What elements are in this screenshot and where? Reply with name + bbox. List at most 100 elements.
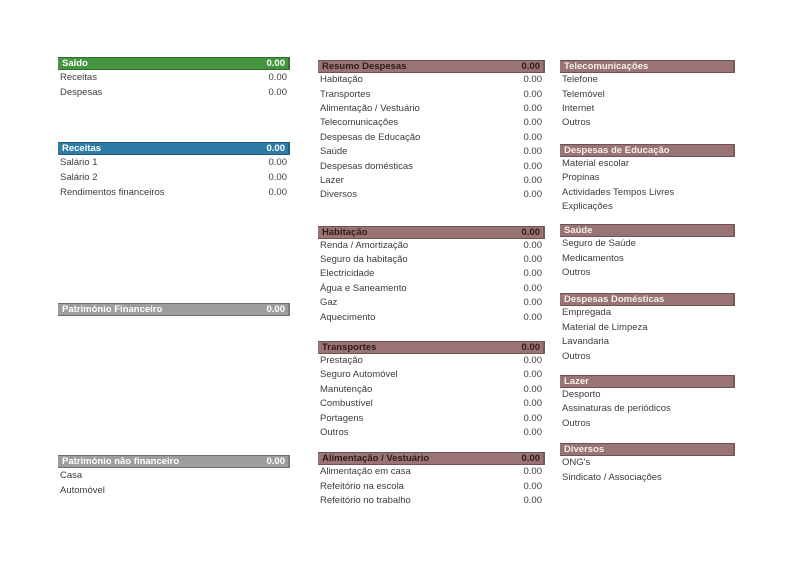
row-label: Lazer <box>320 174 344 186</box>
table-row: Assinaturas de periódicos <box>560 402 735 416</box>
row-label: Outros <box>562 117 591 129</box>
row-value-cell[interactable]: 0.00 <box>523 254 543 266</box>
row-label: Lavandaria <box>562 336 610 348</box>
row-value-cell[interactable]: 0.00 <box>268 156 288 168</box>
row-value-cell[interactable]: 0.00 <box>523 131 543 143</box>
row-label: Renda / Amortização <box>320 239 409 251</box>
table-row: Actividades Tempos Livres <box>560 185 735 199</box>
row-value-cell[interactable]: 0.00 <box>523 383 543 395</box>
row-value-cell[interactable]: 0.00 <box>523 88 543 100</box>
row-value-cell[interactable]: 0.00 <box>523 369 543 381</box>
row-label: Assinaturas de periódicos <box>562 403 671 415</box>
section-title: Telecomunicações <box>564 61 649 72</box>
row-value-cell[interactable]: 0.00 <box>523 160 543 172</box>
row-label: Outros <box>562 417 591 429</box>
row-label: Manutenção <box>320 383 373 395</box>
row-label: Outros <box>562 267 591 279</box>
row-label: Despesas de Educação <box>320 131 421 143</box>
table-row: Habitação 0.00 <box>318 73 545 87</box>
row-label: Empregada <box>562 307 612 319</box>
table-row: Material de Limpeza <box>560 321 735 335</box>
row-value-cell[interactable]: 0.00 <box>523 282 543 294</box>
row-value-cell[interactable]: 0.00 <box>523 174 543 186</box>
row-value-cell[interactable]: 0.00 <box>523 268 543 280</box>
section-resumo-despesas: Resumo Despesas 0.00 Habitação 0.00 Transpor… <box>318 60 545 203</box>
row-value-cell[interactable]: 0.00 <box>523 495 543 507</box>
table-row: Sindicato / Associações <box>560 470 735 484</box>
section-header-resumo-despesas: Resumo Despesas 0.00 <box>318 60 545 73</box>
row-value-cell[interactable]: 0.00 <box>523 117 543 129</box>
row-label: Telemóvel <box>562 88 605 100</box>
section-saude: Saúde Seguro de Saúde Medicamentos Outros <box>560 224 735 280</box>
section-alimentacao-vestuario: Alimentação / Vestuário 0.00 Alimentação e… <box>318 452 545 508</box>
section-title: Resumo Despesas <box>322 61 407 72</box>
table-row: Diversos 0.00 <box>318 188 545 202</box>
table-row: Outros <box>560 266 735 280</box>
section-title: Despesas Domésticas <box>564 294 665 306</box>
row-value-cell[interactable]: 0.00 <box>523 398 543 410</box>
section-header-despesas-domesticas: Despesas Domésticas <box>560 293 735 307</box>
table-row: Desporto <box>560 388 735 402</box>
column-middle: Resumo Despesas 0.00 Habitação 0.00 Transpor… <box>318 60 545 508</box>
section-diversos: Diversos ONG's Sindicato / Associações <box>560 443 735 485</box>
table-row: Outros <box>560 417 735 431</box>
table-row: Renda / Amortização 0.00 <box>318 239 545 253</box>
row-value-cell[interactable]: 0.00 <box>523 311 543 323</box>
row-label: Outros <box>320 427 349 438</box>
section-total-value: 0.00 <box>521 61 541 72</box>
row-label: Refeitório na escola <box>320 480 404 492</box>
section-title: Receitas <box>62 143 102 154</box>
section-header-saldo: Saldo 0.00 <box>58 57 290 70</box>
section-title: Saldo <box>62 58 88 69</box>
section-title: Despesas de Educação <box>564 144 670 156</box>
section-title: Património Financeiro <box>62 304 163 315</box>
row-label: Automóvel <box>60 484 105 496</box>
row-value-cell[interactable]: 0.00 <box>268 86 288 98</box>
table-row: Alimentação / Vestuário 0.00 <box>318 102 545 116</box>
row-value-cell[interactable]: 0.00 <box>523 102 543 114</box>
row-value-cell[interactable]: 0.00 <box>523 427 543 438</box>
row-label: Habitação <box>320 74 363 86</box>
row-label: Telecomunicações <box>320 117 399 129</box>
row-label: Aquecimento <box>320 311 376 323</box>
row-value-cell[interactable]: 0.00 <box>523 74 543 86</box>
row-label: Gaz <box>320 297 338 309</box>
section-total-value: 0.00 <box>266 143 286 154</box>
row-value-cell[interactable]: 0.00 <box>523 239 543 251</box>
table-row: Despesas de Educação 0.00 <box>318 131 545 145</box>
row-value-cell[interactable]: 0.00 <box>523 355 543 367</box>
table-row: Telecomunicações 0.00 <box>318 116 545 130</box>
row-value-cell[interactable]: 0.00 <box>523 297 543 309</box>
section-header-transportes: Transportes 0.00 <box>318 340 545 354</box>
row-value-cell[interactable]: 0.00 <box>268 71 288 83</box>
row-value-cell[interactable]: 0.00 <box>268 186 288 198</box>
section-header-patrimonio-nao-financeiro: Património não financeiro 0.00 <box>58 455 290 468</box>
row-value-cell[interactable]: 0.00 <box>268 171 288 183</box>
row-label: Prestação <box>320 355 363 367</box>
section-title: Alimentação / Vestuário <box>322 453 430 465</box>
row-value-cell[interactable]: 0.00 <box>523 189 543 201</box>
table-row: Despesas domésticas 0.00 <box>318 159 545 173</box>
row-label: Propinas <box>562 172 600 184</box>
table-row: Manutenção 0.00 <box>318 383 545 397</box>
row-value-cell[interactable]: 0.00 <box>523 412 543 424</box>
row-value-cell[interactable]: 0.00 <box>523 480 543 492</box>
section-header-alimentacao-vestuario: Alimentação / Vestuário 0.00 <box>318 452 545 466</box>
row-value-cell[interactable]: 0.00 <box>523 466 543 478</box>
section-total-value: 0.00 <box>266 58 286 69</box>
section-despesas-de-educacao: Despesas de Educação Material escolar Prop… <box>560 143 735 215</box>
row-value-cell[interactable]: 0.00 <box>523 146 543 158</box>
table-row: Empregada <box>560 306 735 320</box>
row-label: Diversos <box>320 189 357 201</box>
section-header-saude: Saúde <box>560 224 735 238</box>
section-header-habitacao: Habitação 0.00 <box>318 225 545 239</box>
table-row: Casa <box>58 468 290 483</box>
table-row: Salário 2 0.00 <box>58 170 290 185</box>
table-row: Gaz 0.00 <box>318 296 545 310</box>
table-row: Aquecimento 0.00 <box>318 310 545 324</box>
row-label: Medicamentos <box>562 252 624 264</box>
row-label: Outros <box>562 350 591 362</box>
section-title: Transportes <box>322 341 377 353</box>
row-label: Salário 1 <box>60 156 98 168</box>
